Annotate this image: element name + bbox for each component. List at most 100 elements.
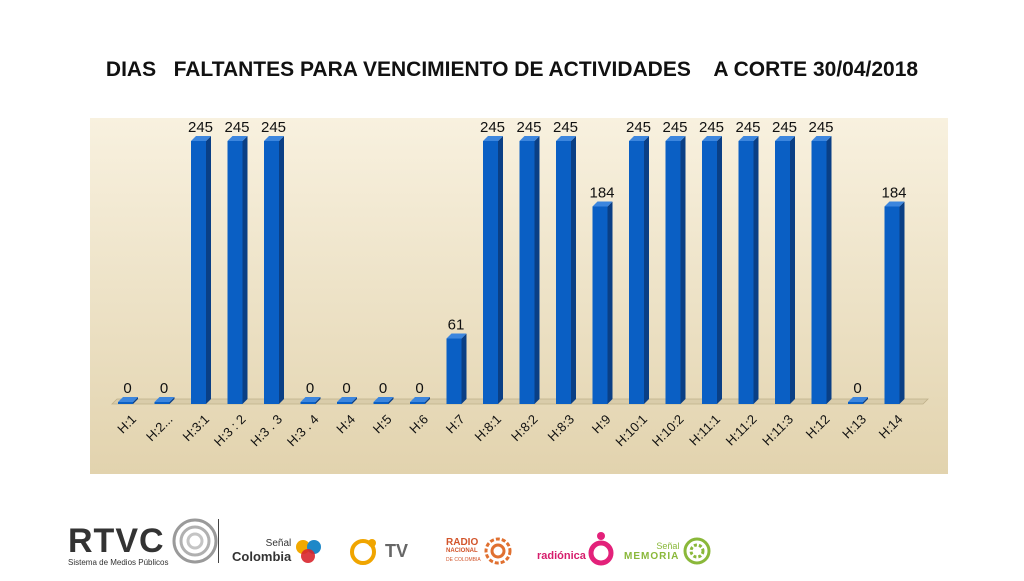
senal-colombia-line2: Colombia	[232, 549, 292, 564]
data-label: 245	[188, 119, 213, 136]
data-label: 0	[123, 380, 131, 397]
bar-front	[264, 141, 279, 404]
senal-colombia-icon	[296, 540, 322, 563]
bar	[227, 136, 248, 404]
bar-top	[410, 397, 430, 402]
data-label: 0	[379, 380, 387, 397]
senal-colombia-line1: Señal	[265, 538, 292, 549]
bar-front	[848, 402, 863, 404]
bar-side	[863, 397, 868, 404]
bar-chart: 0 0 245 245 245 0 0 0 0 61 245 245 245 184 245 245 245 24…	[90, 118, 948, 474]
data-label: 0	[160, 380, 168, 397]
radionica-label: radiónica	[537, 550, 586, 562]
radio-nacional-logo: RADIO NACIONAL DE COLOMBIA	[446, 521, 513, 581]
data-label: 184	[881, 184, 906, 201]
bar-side	[425, 397, 430, 404]
bar-front	[337, 402, 352, 404]
senal-memoria-line2: MEMORIA	[624, 550, 680, 562]
bar-top	[337, 397, 357, 402]
bar	[446, 333, 467, 404]
bar	[191, 136, 211, 404]
data-label: 0	[415, 380, 423, 397]
data-label: 245	[735, 119, 760, 136]
bar-side	[206, 136, 211, 404]
bar-top	[264, 136, 284, 141]
bar-side	[498, 136, 503, 404]
bar	[519, 136, 540, 404]
data-label: 184	[589, 184, 614, 201]
bar	[154, 397, 175, 404]
bar-front	[154, 402, 170, 404]
bar	[300, 397, 321, 404]
bar-top	[665, 136, 686, 141]
bar	[665, 136, 686, 404]
bar-side	[826, 136, 832, 404]
bar-top	[483, 136, 503, 141]
bar-top	[191, 136, 211, 141]
footer-separator	[218, 519, 219, 563]
data-label: 245	[224, 119, 249, 136]
data-label: 61	[448, 317, 465, 334]
bar-top	[446, 333, 467, 339]
bar	[483, 136, 503, 404]
bar-top	[629, 136, 649, 141]
bar-front	[629, 141, 644, 404]
footer-logos: RTVC Sistema de Medios Públicos Señal Co…	[0, 505, 1024, 576]
bar-top	[227, 136, 248, 141]
bar-side	[279, 136, 284, 404]
senal-colombia-logo: Señal Colombia	[232, 521, 324, 581]
radio-nacional-line3: DE COLOMBIA	[446, 556, 481, 563]
bar-top	[702, 136, 722, 141]
senal-memoria-logo: Señal MEMORIA	[624, 521, 712, 581]
chart-svg: 0 0 245 245 245 0 0 0 0 61 245 245 245 184 245 245 245 24…	[90, 118, 948, 474]
bar-side	[133, 397, 138, 404]
chart-title: DIAS FALTANTES PARA VENCIMIENTO DE ACTIV…	[105, 58, 919, 81]
data-label: 245	[699, 119, 724, 136]
bar-side	[753, 136, 759, 404]
canal-tv-logo: TV	[348, 521, 408, 581]
bar	[264, 136, 284, 404]
bar	[738, 136, 759, 404]
bar-front	[519, 141, 535, 404]
bar	[118, 397, 138, 404]
bar-side	[790, 136, 795, 404]
bar-side	[169, 397, 175, 404]
data-label: 245	[516, 119, 541, 136]
bar	[592, 201, 613, 404]
bar-front	[811, 141, 827, 404]
data-label: 245	[772, 119, 797, 136]
bar-side	[461, 333, 467, 404]
senal-memoria-line1: Señal	[656, 540, 680, 551]
bar	[337, 397, 357, 404]
bar-side	[315, 397, 321, 404]
bar-side	[607, 201, 613, 404]
bar-front	[702, 141, 717, 404]
bar-front	[738, 141, 754, 404]
bar-front	[118, 402, 133, 404]
bar-top	[848, 397, 868, 402]
bar-front	[410, 402, 425, 404]
bar-top	[775, 136, 795, 141]
bar-top	[592, 201, 613, 207]
bar-side	[242, 136, 248, 404]
bar-front	[227, 141, 243, 404]
data-label: 245	[808, 119, 833, 136]
data-label: 245	[626, 119, 651, 136]
data-labels: 0 0 245 245 245 0 0 0 0 61 245 245 245 184 245 245 245 24…	[123, 119, 906, 397]
bar-side	[717, 136, 722, 404]
bar-front	[665, 141, 681, 404]
bar	[373, 397, 394, 404]
bar-front	[446, 338, 462, 404]
bar	[775, 136, 795, 404]
bar-front	[884, 206, 900, 404]
data-label: 0	[306, 380, 314, 397]
bar-side	[388, 397, 394, 404]
radio-nacional-line2: NACIONAL	[446, 547, 478, 554]
canal-tv-icon	[350, 539, 376, 565]
bar-front	[191, 141, 206, 404]
bar	[629, 136, 649, 404]
bar-front	[775, 141, 790, 404]
rtvc-wordmark: RTVC	[68, 521, 165, 560]
radionica-icon	[588, 532, 614, 566]
data-label: 245	[261, 119, 286, 136]
